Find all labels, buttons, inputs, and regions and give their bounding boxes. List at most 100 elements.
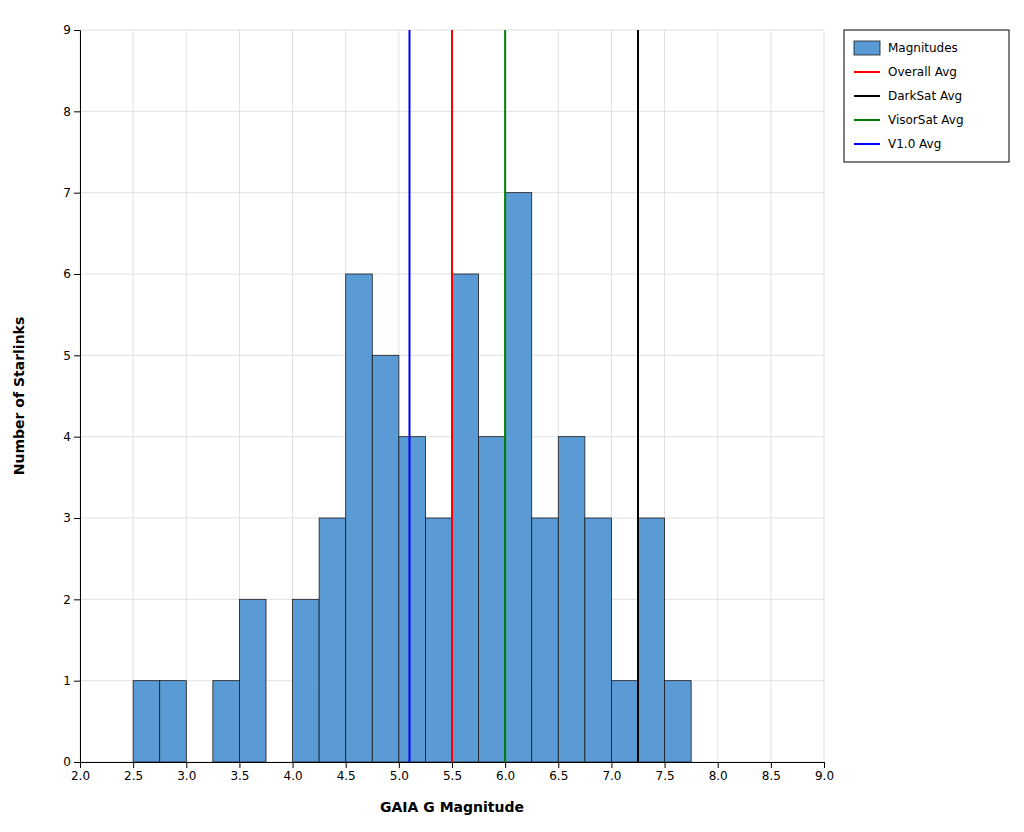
tick: 6.0 [496,762,515,783]
grid-line [133,30,134,762]
bar [452,274,479,762]
legend-swatch [854,71,880,73]
vertical-line [408,30,410,762]
tick-label: 3 [63,511,71,525]
tick-label: 7 [63,186,71,200]
legend-label: Overall Avg [888,65,957,79]
grid-line [717,30,718,762]
tick-mark [74,681,80,682]
tick: 8 [63,105,80,119]
bar [319,518,346,762]
grid-line [452,30,453,762]
grid-line [186,30,187,762]
tick-mark [74,355,80,356]
tick-mark [399,762,400,768]
tick-label: 2 [63,593,71,607]
bar [239,599,266,762]
tick: 4.5 [337,762,356,783]
tick: 8.0 [709,762,728,783]
histogram [133,193,691,762]
tick: 1 [63,674,80,688]
bar [425,518,452,762]
legend-swatch [854,143,880,145]
grid-line [824,30,825,762]
bar [160,681,187,762]
bar [133,681,160,762]
grid-line [505,30,506,762]
axis-line [81,763,825,769]
legend-item: VisorSat Avg [854,113,964,127]
bar [611,681,638,762]
tick-mark [74,437,80,438]
legend: Magnitudes Overall Avg DarkSat Avg VisorSat… [844,30,1009,162]
tick: 8.5 [762,762,781,783]
plot: 2.0 2.5 3.0 3.5 4.0 4.5 5.0 5.5 6.0 6.5 7.0 7.5 8.0 8… [63,23,834,782]
chart: 2.0 2.5 3.0 3.5 4.0 4.5 5.0 5.5 6.0 6.5 7.0 7.5 8.0 8… [0,0,1024,832]
tick-label: 7.0 [602,769,621,783]
tick-mark [346,762,347,768]
tick-mark [505,762,506,768]
tick: 7.5 [656,762,675,783]
bar [558,437,585,762]
bar [665,681,692,762]
bar [532,518,559,762]
tick-mark [611,762,612,768]
tick-label: 3.0 [177,769,196,783]
bar [479,437,506,762]
tick: 3 [63,511,80,525]
legend-swatch [854,41,880,55]
bar [399,437,426,762]
tick-label: 1 [63,674,71,688]
tick-label: 7.5 [656,769,675,783]
tick-mark [133,762,134,768]
tick-label: 3.5 [230,769,249,783]
bar [585,518,612,762]
tick-mark [293,762,294,768]
tick-label: 4.0 [284,769,303,783]
tick-mark [74,274,80,275]
tick: 7.0 [602,762,621,783]
tick: 5.0 [390,762,409,783]
legend-label: VisorSat Avg [888,113,964,127]
tick: 2.5 [124,762,143,783]
tick-mark [74,762,80,763]
tick-label: 4.5 [337,769,356,783]
tick-label: 2.0 [71,769,90,783]
tick: 3.5 [230,762,249,783]
bar [213,681,240,762]
tick: 2.0 [71,762,90,783]
tick: 2 [63,593,80,607]
legend-item: Magnitudes [854,41,958,55]
legend-swatch [854,119,880,121]
tick: 0 [63,755,80,769]
tick-label: 4 [63,430,71,444]
tick-label: 5.5 [443,769,462,783]
tick-label: 5.0 [390,769,409,783]
tick-mark [771,762,772,768]
tick-label: 6 [63,267,71,281]
marks [133,30,691,762]
bar [346,274,373,762]
tick-mark [186,762,187,768]
tick-label: 9.0 [815,769,834,783]
x-axis-title: GAIA G Magnitude [380,799,524,815]
tick: 9.0 [815,762,834,783]
tick: 4.0 [284,762,303,783]
legend-label: DarkSat Avg [888,89,962,103]
tick-label: 6.5 [549,769,568,783]
vertical-line [637,30,639,762]
tick-label: 8.5 [762,769,781,783]
legend-item: V1.0 Avg [854,137,941,151]
tick-mark [452,762,453,768]
tick-label: 9 [63,23,71,37]
legend-frame [844,30,1009,162]
tick: 9 [63,23,80,37]
tick-label: 5 [63,349,71,363]
tick-mark [74,599,80,600]
bar [505,193,532,762]
bar [372,355,399,762]
tick-mark [74,193,80,194]
x-axis: 2.0 2.5 3.0 3.5 4.0 4.5 5.0 5.5 6.0 6.5 7.0 7.5 8.0 8… [71,762,834,783]
tick: 6.5 [549,762,568,783]
bar [638,518,665,762]
